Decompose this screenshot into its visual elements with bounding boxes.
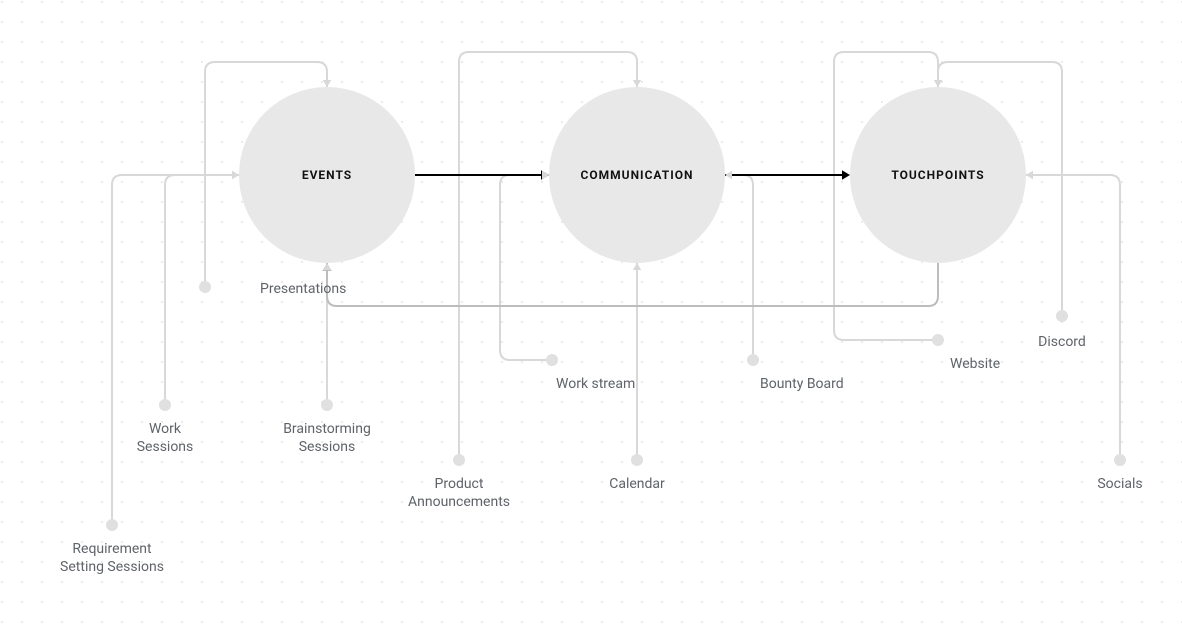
leaf-dot-presentations bbox=[199, 281, 211, 293]
leaf-label-brainstorming-sessions: Brainstorming Sessions bbox=[283, 420, 371, 456]
leaf-dot-brainstorming-sessions bbox=[321, 399, 333, 411]
leaf-dot-socials bbox=[1114, 454, 1126, 466]
leaf-dot-work-stream bbox=[546, 354, 558, 366]
node-label-communication: COMMUNICATION bbox=[581, 168, 694, 182]
leaf-dot-discord bbox=[1056, 310, 1068, 322]
node-label-touchpoints: TOUCHPOINTS bbox=[891, 168, 984, 182]
leaf-dot-work-sessions bbox=[159, 399, 171, 411]
leaf-label-discord: Discord bbox=[1038, 333, 1086, 351]
leaf-dot-product-announcements bbox=[453, 454, 465, 466]
leaf-label-presentations: Presentations bbox=[260, 280, 346, 298]
leaf-dot-calendar bbox=[631, 454, 643, 466]
leaf-label-bounty-board: Bounty Board bbox=[760, 375, 844, 393]
leaf-dot-website bbox=[932, 334, 944, 346]
leaf-label-work-sessions: Work Sessions bbox=[137, 420, 194, 456]
leaf-label-work-stream: Work stream bbox=[556, 375, 635, 393]
leaf-label-product-announcements: Product Announcements bbox=[408, 475, 510, 511]
leaf-dot-bounty-board bbox=[747, 354, 759, 366]
leaf-label-calendar: Calendar bbox=[609, 475, 665, 493]
leaf-label-socials: Socials bbox=[1097, 475, 1142, 493]
leaf-label-requirement-setting-sessions: Requirement Setting Sessions bbox=[60, 540, 164, 576]
node-label-events: EVENTS bbox=[302, 168, 352, 182]
leaf-dot-requirement-setting-sessions bbox=[106, 519, 118, 531]
diagram-svg bbox=[0, 0, 1182, 631]
diagram-canvas: EVENTS COMMUNICATION TOUCHPOINTS Require… bbox=[0, 0, 1182, 631]
leaf-label-website: Website bbox=[950, 355, 1000, 373]
